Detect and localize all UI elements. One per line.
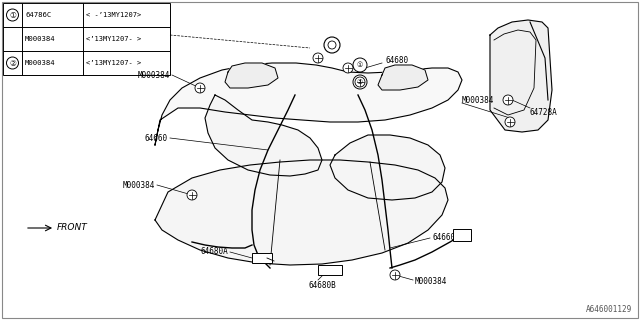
Circle shape	[195, 83, 205, 93]
Polygon shape	[378, 65, 428, 90]
Text: <’13MY1207- >: <’13MY1207- >	[86, 36, 141, 42]
Bar	[252, 253, 272, 263]
Circle shape	[503, 95, 513, 105]
Circle shape	[6, 9, 19, 21]
Circle shape	[328, 41, 336, 49]
Bar	[318, 265, 342, 275]
Circle shape	[324, 37, 340, 53]
Text: 64680: 64680	[385, 55, 408, 65]
Circle shape	[355, 77, 365, 87]
Text: M000384: M000384	[415, 277, 447, 286]
Circle shape	[353, 75, 367, 89]
Text: M000384: M000384	[462, 95, 494, 105]
Circle shape	[390, 270, 400, 280]
Circle shape	[313, 53, 323, 63]
FancyBboxPatch shape	[453, 229, 471, 241]
Polygon shape	[225, 63, 278, 88]
Bar	[3, 3, 170, 75]
Polygon shape	[330, 135, 445, 200]
Text: M000384: M000384	[138, 70, 170, 79]
Text: ②: ②	[357, 79, 363, 85]
Text: M000384: M000384	[25, 60, 56, 66]
Polygon shape	[490, 20, 552, 132]
Text: A646001129: A646001129	[586, 305, 632, 314]
Circle shape	[353, 58, 367, 72]
Circle shape	[6, 57, 19, 69]
Text: ①: ①	[357, 62, 363, 68]
Text: ①: ①	[9, 11, 16, 20]
Circle shape	[505, 117, 515, 127]
Polygon shape	[205, 95, 322, 176]
Text: M000384: M000384	[123, 180, 155, 189]
Text: < -’13MY1207>: < -’13MY1207>	[86, 12, 141, 18]
Circle shape	[343, 63, 353, 73]
Text: ②: ②	[9, 59, 16, 68]
Text: FRONT: FRONT	[57, 223, 88, 233]
Text: <’13MY1207- >: <’13MY1207- >	[86, 60, 141, 66]
Polygon shape	[155, 63, 462, 145]
Text: 64786C: 64786C	[25, 12, 51, 18]
Text: 64728A: 64728A	[530, 108, 557, 116]
Text: 64680B: 64680B	[308, 281, 336, 290]
Text: 64660: 64660	[145, 133, 168, 142]
Polygon shape	[155, 160, 448, 265]
Text: 64680A: 64680A	[200, 247, 228, 257]
Text: 64660A: 64660A	[432, 234, 460, 243]
Text: M000384: M000384	[25, 36, 56, 42]
Circle shape	[187, 190, 197, 200]
